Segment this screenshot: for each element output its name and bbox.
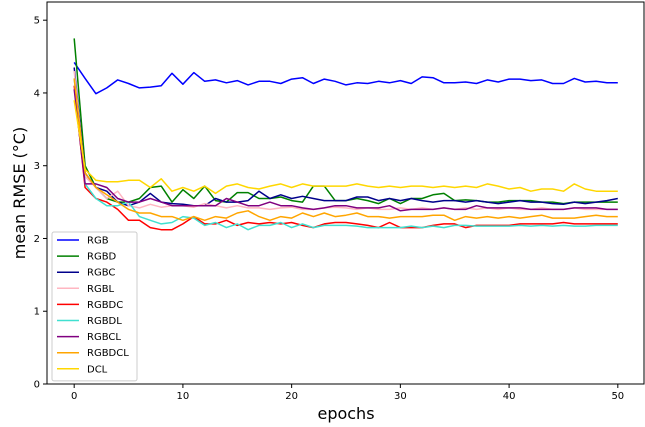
legend-label-rgbc: RGBC xyxy=(87,268,115,279)
series-line-rgbcl xyxy=(73,89,618,212)
x-tick-label: 40 xyxy=(503,391,516,402)
legend-label-rgbd: RGBD xyxy=(87,252,117,263)
x-tick-label: 30 xyxy=(394,391,407,402)
series-layer xyxy=(73,38,618,231)
legend-label-rgbdcl: RGBDCL xyxy=(87,348,129,359)
plot-frame xyxy=(46,1,645,385)
legend-label-rgbdc: RGBDC xyxy=(87,300,123,311)
series-line-rgbl xyxy=(73,71,618,211)
x-tick-label: 0 xyxy=(71,391,77,402)
y-tick-label: 5 xyxy=(34,16,40,27)
y-tick-label: 1 xyxy=(34,307,40,318)
legend-label-dcl: DCL xyxy=(87,364,108,375)
x-tick-label: 10 xyxy=(177,391,190,402)
series-line-rgbdl xyxy=(73,78,618,231)
legend-label-rgb: RGB xyxy=(87,236,109,247)
ticks-layer: 0 10 20 30 40 50 0 1 2 3 4 5 xyxy=(34,16,625,402)
x-tick-label: 50 xyxy=(611,391,624,402)
legend-label-rgbl: RGBL xyxy=(87,284,115,295)
series-line-rgbdc xyxy=(73,85,618,231)
series-line-rgb xyxy=(73,61,618,95)
legend: RGB RGBD RGBC RGBL RGBDC RGBDL RGBCL RGBDCL DCL xyxy=(51,231,138,382)
series-line-rgbdcl xyxy=(73,78,618,222)
legend-box xyxy=(51,231,138,382)
y-tick-label: 3 xyxy=(34,161,40,172)
y-tick-label: 2 xyxy=(34,234,40,245)
y-tick-label: 4 xyxy=(34,88,40,99)
legend-label-rgbcl: RGBCL xyxy=(87,332,121,343)
y-tick-label: 0 xyxy=(34,380,40,391)
legend-label-rgbdl: RGBDL xyxy=(87,316,122,327)
x-tick-label: 20 xyxy=(285,391,298,402)
series-line-rgbc xyxy=(73,67,618,207)
series-line-dcl xyxy=(73,100,618,195)
series-line-rgbd xyxy=(73,38,618,205)
plot-area xyxy=(46,1,645,385)
y-axis-title: mean RMSE (°C) xyxy=(10,127,29,259)
x-axis-title: epochs xyxy=(317,404,374,423)
